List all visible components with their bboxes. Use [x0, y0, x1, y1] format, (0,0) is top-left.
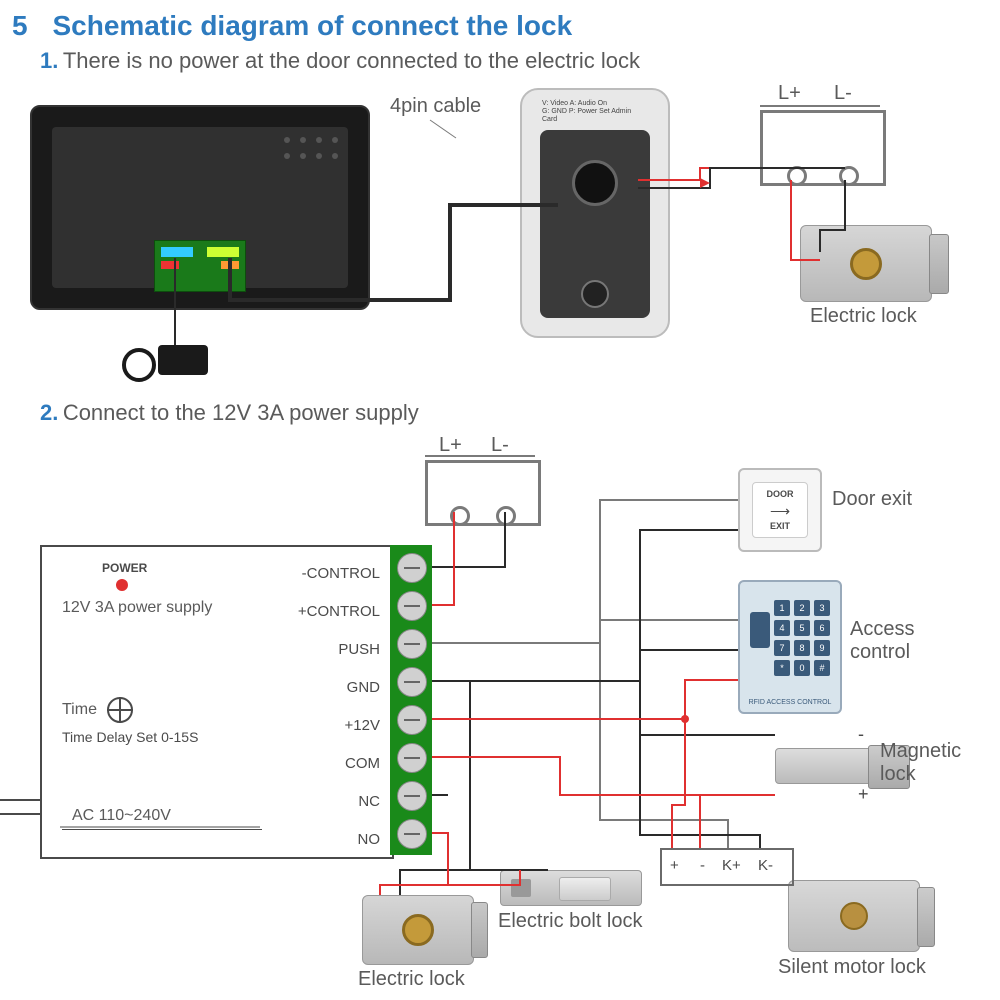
term-label-1: +CONTROL — [298, 593, 380, 631]
sub1-number: 1. — [40, 48, 58, 73]
screw-term-3 — [397, 667, 427, 697]
silent-t0: + — [670, 857, 679, 874]
psu-time-label: Time — [62, 701, 97, 718]
adapter-coil — [122, 348, 156, 382]
screw-term-2 — [397, 629, 427, 659]
power-adapter — [158, 345, 208, 375]
electric-lock-label-2: Electric lock — [358, 968, 465, 991]
sub2-number: 2. — [40, 400, 58, 425]
silent-motor-terminals: + - K+ K- — [660, 848, 794, 886]
silent-t1: - — [700, 857, 705, 874]
lminus-2: L- — [491, 434, 509, 457]
psu-power-label: POWER — [102, 561, 147, 575]
section-number: 5 — [12, 10, 28, 41]
screw-term-4 — [397, 705, 427, 735]
monitor-device — [30, 105, 370, 310]
screw-term-7 — [397, 819, 427, 849]
term-label-5: COM — [298, 745, 380, 783]
psu-time-delay: Time Delay Set 0-15S — [62, 729, 198, 745]
mag-minus: - — [858, 724, 864, 745]
lminus-1: L- — [834, 82, 852, 105]
sub2-text: Connect to the 12V 3A power supply — [63, 400, 419, 425]
term-label-6: NC — [298, 783, 380, 821]
lplus-lminus-terminals-1 — [760, 110, 886, 186]
psu-time-icon — [107, 697, 133, 723]
access-sub: RFID ACCESS CONTROL — [740, 699, 840, 706]
bolt-lock-device — [500, 870, 642, 906]
psu-power-text: 12V 3A power supply — [62, 599, 212, 617]
screw-term-6 — [397, 781, 427, 811]
electric-lock-device-2 — [362, 895, 474, 965]
term-label-3: GND — [298, 669, 380, 707]
term-label-4: +12V — [298, 707, 380, 745]
cable-label: 4pin cable — [390, 95, 481, 118]
psu-led — [116, 579, 128, 591]
door-exit-top: DOOR — [753, 489, 807, 499]
term-label-2: PUSH — [298, 631, 380, 669]
lplus-lminus-terminals-2 — [425, 460, 541, 526]
silent-motor-label: Silent motor lock — [778, 956, 926, 979]
lplus-1: L+ — [778, 82, 801, 105]
door-exit-label: Door exit — [832, 488, 912, 511]
screw-term-5 — [397, 743, 427, 773]
silent-motor-device — [788, 880, 920, 952]
access-control-device: 123 456 789 *0# RFID ACCESS CONTROL — [738, 580, 842, 714]
access-control-label: Access control — [850, 618, 950, 664]
electric-lock-device-1 — [800, 225, 932, 302]
door-exit-device: DOOR ⟶ EXIT — [738, 468, 822, 552]
lplus-2: L+ — [439, 434, 462, 457]
term-label-0: -CONTROL — [298, 555, 380, 593]
psu-ac: AC 110~240V — [72, 807, 171, 825]
screw-term-0 — [397, 553, 427, 583]
silent-t2: K+ — [722, 857, 741, 874]
magnetic-lock-label: Magnetic lock — [880, 740, 980, 786]
mag-plus: + — [858, 784, 869, 805]
doorbell-device: V: Video A: Audio OnG: GND P: Power Set … — [520, 88, 670, 338]
electric-lock-label-1: Electric lock — [810, 305, 917, 328]
term-label-7: NO — [298, 821, 380, 859]
section-title: Schematic diagram of connect the lock — [52, 10, 572, 41]
sub1-text: There is no power at the door connected … — [63, 48, 640, 73]
bolt-lock-label: Electric bolt lock — [498, 910, 643, 933]
silent-t3: K- — [758, 857, 773, 874]
door-exit-bottom: EXIT — [753, 521, 807, 531]
screw-term-1 — [397, 591, 427, 621]
power-supply-box: POWER 12V 3A power supply Time Time Dela… — [40, 545, 394, 859]
